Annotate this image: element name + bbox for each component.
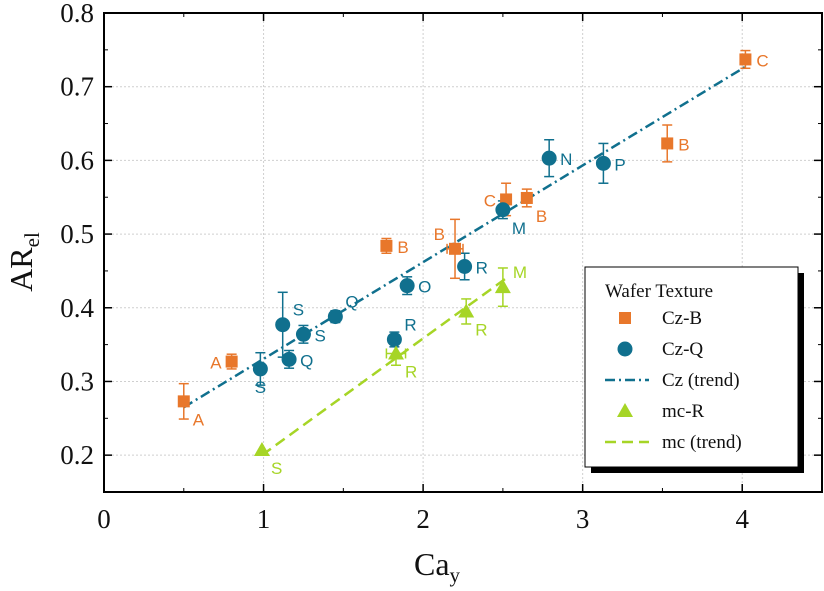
cz-q-point <box>281 351 297 367</box>
mc-r-point <box>387 345 404 360</box>
cz-b-point-label: B <box>434 225 445 244</box>
cz-q-point <box>495 202 511 218</box>
cz-b-point-label: A <box>210 354 222 373</box>
cz-q-point-label: R <box>404 315 416 334</box>
cz-q-point <box>399 278 415 294</box>
cz-b-point <box>500 193 513 206</box>
cz-q-point-label: M <box>512 219 526 238</box>
x-tick-label: 4 <box>735 504 749 534</box>
cz-b-point-label: B <box>397 238 408 257</box>
cz-b-point-label: B <box>536 207 547 226</box>
legend-mc-r-marker <box>617 403 633 417</box>
y-tick-label: 0.3 <box>60 366 94 396</box>
plot-frame <box>103 12 823 493</box>
legend-title: Wafer Texture <box>605 281 713 302</box>
cz-b-point <box>449 242 462 255</box>
cz-b-point <box>225 355 238 368</box>
cz-b-point-label: C <box>756 51 768 70</box>
x-axis-title: Cay <box>414 546 461 587</box>
mc-r-point-label: R <box>475 320 487 339</box>
y-tick-label: 0.6 <box>60 145 94 175</box>
cz-q-point-label: P <box>614 155 625 174</box>
x-tick-label: 0 <box>97 504 111 534</box>
y-tick-label: 0.5 <box>60 219 94 249</box>
mc-r-point-label: R <box>405 362 417 381</box>
cz-q-point <box>275 317 291 333</box>
x-tick-label: 2 <box>416 504 430 534</box>
y-tick-label: 0.4 <box>60 293 94 323</box>
cz-q-point-label: S <box>255 378 266 397</box>
legend-cz-b-label: Cz-B <box>662 308 702 329</box>
cz-q-point-label: R <box>476 259 488 278</box>
axis-ticks <box>103 12 822 492</box>
cz-q-point <box>595 155 611 171</box>
cz-b-point <box>739 53 752 66</box>
legend-cz-q-label: Cz-Q <box>662 339 703 360</box>
cz-b-point <box>520 191 533 204</box>
legend-mc-r-label: mc-R <box>662 401 705 422</box>
cz-b-point-label: A <box>193 410 205 429</box>
mc-r-point-label: M <box>513 263 527 282</box>
trend-line <box>183 65 747 409</box>
y-tick-label: 0.2 <box>60 440 94 470</box>
cz-q-point <box>386 331 402 347</box>
cz-q-point-label: N <box>560 150 572 169</box>
cz-b-point <box>380 239 393 252</box>
mc-r-point-label: S <box>271 459 282 478</box>
tick-labels: 0 1 2 3 4 0.2 0.3 0.4 0.5 0.6 0.7 0.8 <box>60 0 749 534</box>
mc-r-point <box>458 303 475 318</box>
cz-q-point-label: S <box>314 326 325 345</box>
cz-q-point-label: Q <box>300 351 313 370</box>
cz-b-point <box>661 137 674 150</box>
legend-mc-trend-label: mc (trend) <box>662 432 742 453</box>
trend-lines <box>183 65 747 457</box>
y-axis-title: ARel <box>3 232 44 292</box>
mc-r-point <box>494 279 511 294</box>
cz-q-point <box>457 259 473 275</box>
y-tick-label: 0.7 <box>60 72 94 102</box>
cz-b-point-label: C <box>484 191 496 210</box>
mc-r-point <box>253 441 270 456</box>
cz-q-point <box>327 309 343 325</box>
x-tick-label: 1 <box>257 504 271 534</box>
cz-b-point <box>177 395 190 408</box>
legend: Wafer Texture Cz-B Cz-Q Cz (trend) mc-R mc (… <box>584 266 804 473</box>
legend-box <box>584 266 799 468</box>
cz-q-point <box>295 326 311 342</box>
cz-q-point-label: Q <box>345 293 358 312</box>
legend-cz-q-marker <box>617 341 633 357</box>
y-tick-label: 0.8 <box>60 0 94 28</box>
legend-cz-b-marker <box>619 312 631 324</box>
data-points <box>177 53 752 456</box>
cz-q-point-label: S <box>293 301 304 320</box>
cz-q-point <box>541 150 557 166</box>
cz-q-point <box>252 361 268 377</box>
x-tick-label: 3 <box>576 504 590 534</box>
cz-b-point-label: B <box>678 135 689 154</box>
legend-cz-trend-label: Cz (trend) <box>662 370 740 391</box>
cz-q-point-label: O <box>418 278 431 297</box>
